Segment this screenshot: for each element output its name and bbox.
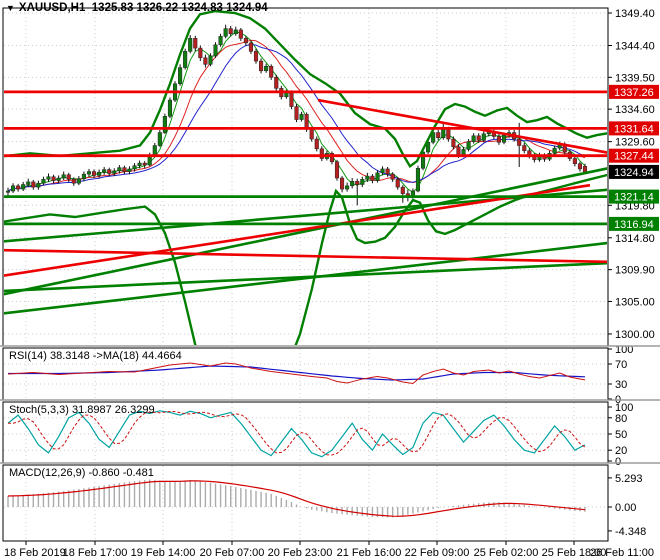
- red-trendline[interactable]: [317, 98, 608, 154]
- svg-text:1309.90: 1309.90: [615, 265, 655, 277]
- svg-text:100: 100: [615, 344, 633, 356]
- rsi-layer: [7, 362, 586, 385]
- svg-text:1300.00: 1300.00: [615, 329, 655, 341]
- price-axis-badges: 1337.26 1331.64 1327.44 1324.94 1321.14 1316.…: [609, 84, 659, 231]
- stochastic-indicator-label: Stoch(5,3,3) 31.8987 26.3299: [9, 404, 155, 416]
- svg-text:18 Feb 17:00: 18 Feb 17:00: [63, 547, 128, 559]
- svg-text:-4.348: -4.348: [615, 526, 646, 538]
- candles-layer: [5, 24, 588, 206]
- panel-frame: [2, 401, 609, 464]
- svg-text:21 Feb 16:00: 21 Feb 16:00: [337, 547, 402, 559]
- svg-text:1334.60: 1334.60: [615, 104, 655, 116]
- svg-text:1339.50: 1339.50: [615, 72, 655, 84]
- svg-text:22 Feb 09:00: 22 Feb 09:00: [405, 547, 470, 559]
- stochastic-layer: [7, 410, 586, 458]
- svg-text:70: 70: [615, 359, 627, 371]
- svg-text:100: 100: [615, 402, 633, 414]
- svg-text:20 Feb 07:00: 20 Feb 07:00: [200, 547, 265, 559]
- svg-text:1305.00: 1305.00: [615, 296, 655, 308]
- svg-text:80: 80: [615, 413, 627, 425]
- svg-text:1344.40: 1344.40: [615, 40, 655, 52]
- svg-text:1349.40: 1349.40: [615, 8, 655, 20]
- svg-text:0: 0: [615, 456, 621, 468]
- bollinger-lower: [4, 173, 607, 345]
- rsi-indicator-label: RSI(14) 38.3148 ->MA(18) 44.4664: [9, 350, 182, 362]
- svg-text:1321.14: 1321.14: [614, 192, 654, 204]
- red-trendline[interactable]: [0, 183, 591, 277]
- svg-text:19 Feb 14:00: 19 Feb 14:00: [131, 547, 196, 559]
- svg-text:1324.94: 1324.94: [614, 167, 654, 179]
- svg-text:5.293: 5.293: [615, 473, 643, 485]
- svg-text:1329.60: 1329.60: [615, 137, 655, 149]
- svg-text:18 Feb 2019: 18 Feb 2019: [4, 547, 66, 559]
- symbol-timeframe-label: XAUUSD,H1: [18, 2, 86, 14]
- svg-text:20: 20: [615, 445, 627, 457]
- green-trendline[interactable]: [0, 241, 608, 315]
- svg-text:1331.64: 1331.64: [614, 123, 654, 135]
- red-trendline[interactable]: [0, 248, 608, 264]
- price-grid: 1349.401344.401339.501334.601329.601319.…: [4, 8, 655, 341]
- svg-text:1314.80: 1314.80: [615, 233, 655, 245]
- svg-text:25 Feb 02:00: 25 Feb 02:00: [474, 547, 539, 559]
- svg-text:0.00: 0.00: [615, 502, 636, 514]
- svg-text:26 Feb 11:00: 26 Feb 11:00: [590, 547, 654, 559]
- svg-text:20 Feb 23:00: 20 Feb 23:00: [268, 547, 333, 559]
- main-chart-layer[interactable]: [0, 9, 608, 399]
- macd-layer: [7, 479, 586, 518]
- svg-text:25 Feb 18:00: 25 Feb 18:00: [542, 547, 607, 559]
- svg-text:30: 30: [615, 379, 627, 391]
- macd-indicator-label: MACD(12,26,9) -0.860 -0.481: [9, 467, 154, 479]
- ohlc-quote-label: 1325.83 1326.22 1324.83 1324.94: [91, 2, 268, 14]
- svg-text:50: 50: [615, 429, 627, 441]
- green-trendline[interactable]: [0, 167, 608, 296]
- svg-text:1316.94: 1316.94: [614, 219, 654, 231]
- panel-frame: [2, 347, 609, 401]
- symbol-dropdown-icon[interactable]: ▼: [6, 3, 15, 13]
- chart-title: ▼ XAUUSD,H1 1325.83 1326.22 1324.83 1324.…: [6, 2, 268, 14]
- svg-text:1327.44: 1327.44: [614, 151, 654, 163]
- svg-text:1337.26: 1337.26: [614, 87, 654, 99]
